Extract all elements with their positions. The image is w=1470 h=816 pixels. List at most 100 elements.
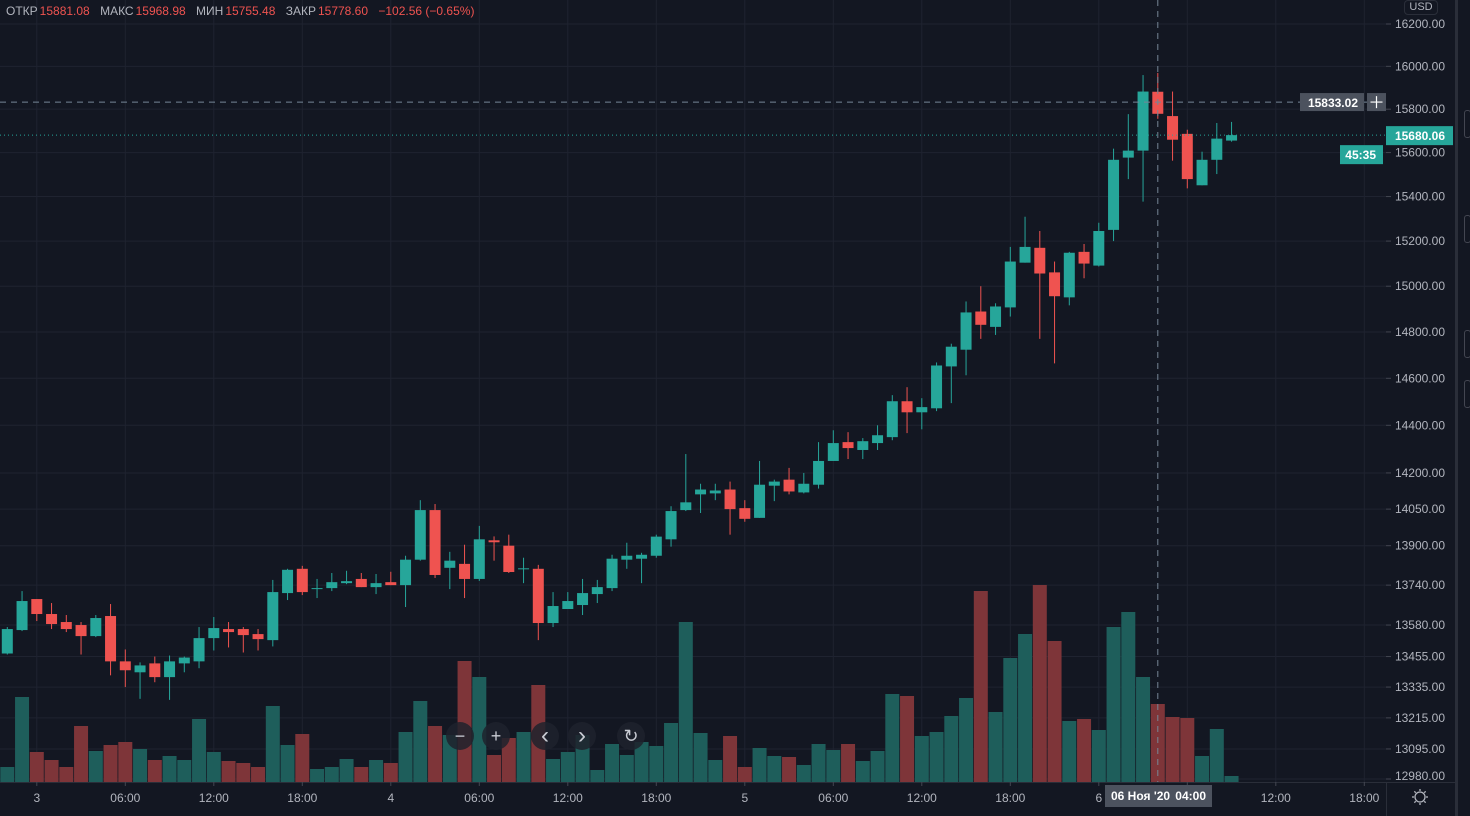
candle-body [990, 306, 1002, 327]
volume-bar [221, 761, 236, 782]
candle-body [532, 568, 544, 624]
candle-body [444, 560, 456, 568]
candle-body [237, 629, 249, 636]
candle-body [901, 401, 913, 413]
candle-body [1226, 135, 1238, 141]
volume-bar [398, 732, 413, 782]
time-tick-label: 18:00 [287, 791, 317, 805]
candle-body [872, 435, 884, 444]
time-tick-label: 5 [741, 791, 748, 805]
candle-body [105, 616, 117, 662]
volume-bar [1224, 776, 1239, 782]
gear-tooth [1413, 800, 1417, 804]
volume-bar [147, 760, 162, 782]
candle-body [813, 460, 825, 485]
candle-body [1181, 133, 1193, 180]
volume-bar [206, 752, 221, 782]
high-value: 15968.98 [135, 4, 186, 18]
candle-body [857, 441, 869, 450]
volume-bar [192, 719, 207, 782]
candle-body [1063, 252, 1075, 298]
candle-body [1034, 247, 1046, 274]
candle-body [488, 540, 500, 543]
volume-bar [369, 760, 384, 782]
volume-bar [546, 759, 561, 782]
crosshair-time-label: 04:00 [1175, 789, 1206, 803]
candle-body [547, 606, 559, 624]
volume-bar [811, 744, 826, 782]
candle-body [960, 312, 972, 350]
volume-bar [487, 755, 502, 782]
settings-gear-icon[interactable] [1412, 789, 1428, 805]
volume-bar [708, 760, 723, 782]
volume-bar [678, 622, 693, 782]
candle-body [621, 555, 633, 560]
price-tick-label: 13095.00 [1395, 742, 1445, 756]
volume-bar [885, 694, 900, 782]
time-tick-label: 18:00 [641, 791, 671, 805]
volume-bar [959, 698, 974, 782]
candle-body [695, 489, 707, 495]
volume-bar [944, 716, 959, 782]
volume-bar [103, 745, 118, 782]
price-tick-label: 15600.00 [1395, 146, 1445, 160]
price-tick-label: 16000.00 [1395, 59, 1445, 73]
candle-body [680, 502, 692, 511]
volume-bar [664, 723, 679, 782]
volume-bar [914, 736, 929, 782]
reset-chart-button[interactable]: ↻ [617, 722, 645, 750]
time-tick-label: 4 [387, 791, 394, 805]
candle-body [1019, 246, 1031, 263]
candle-body [75, 625, 87, 637]
volume-bar [133, 749, 148, 782]
volume-bar [29, 752, 44, 782]
scroll-left-button[interactable]: ‹ [531, 722, 559, 750]
candle-body [400, 559, 412, 586]
candle-body [1078, 251, 1090, 264]
volume-bar [162, 756, 177, 782]
panel-divider[interactable] [1455, 0, 1458, 816]
open-label: ОТКР [6, 4, 38, 18]
candle-body [783, 479, 795, 492]
time-tick-label: 12:00 [1261, 791, 1291, 805]
time-tick-label: 12:00 [553, 791, 583, 805]
volume-bar [74, 726, 89, 782]
price-tick-label: 16200.00 [1395, 17, 1445, 31]
time-axis [0, 782, 1455, 816]
volume-bar [560, 752, 575, 782]
time-tick-label: 18:00 [1349, 791, 1379, 805]
volume-bar [118, 742, 133, 782]
toolbar-button[interactable] [1464, 380, 1470, 408]
volume-bar [501, 738, 516, 782]
volume-bar [767, 756, 782, 782]
plus-icon [1370, 96, 1383, 109]
price-tick-label: 15000.00 [1395, 279, 1445, 293]
candle-body [164, 661, 176, 678]
last-price-label-bg [1386, 126, 1453, 146]
overlay: 15680.06 45:35 15833.02 06 Ноя '20 04:00 [0, 0, 1453, 807]
time-tick-label: 12:00 [907, 791, 937, 805]
toolbar-button[interactable] [1464, 215, 1470, 243]
time-tick-label: 06:00 [110, 791, 140, 805]
zoom-out-button[interactable]: − [446, 722, 474, 750]
volume-bar [796, 765, 811, 782]
volume-bar [1106, 627, 1121, 782]
volume-bar [15, 697, 30, 782]
scroll-right-button[interactable]: › [568, 722, 596, 750]
zoom-in-button[interactable]: + [482, 722, 510, 750]
candle-body [709, 490, 721, 494]
price-tick-label: 13335.00 [1395, 680, 1445, 694]
volume-bar [339, 759, 354, 782]
time-tick-label: 6 [1095, 791, 1102, 805]
volume-bar [605, 744, 620, 782]
candle-body [931, 365, 943, 409]
toolbar-button[interactable] [1464, 110, 1470, 138]
price-tick-label: 14050.00 [1395, 502, 1445, 516]
crosshair-price-label: 15833.02 [1308, 96, 1358, 110]
toolbar-button[interactable] [1464, 330, 1470, 358]
candle-body [1108, 159, 1120, 230]
currency-button[interactable]: USD [1404, 0, 1438, 15]
price-tick-label: 14600.00 [1395, 371, 1445, 385]
candle-body [208, 628, 220, 639]
